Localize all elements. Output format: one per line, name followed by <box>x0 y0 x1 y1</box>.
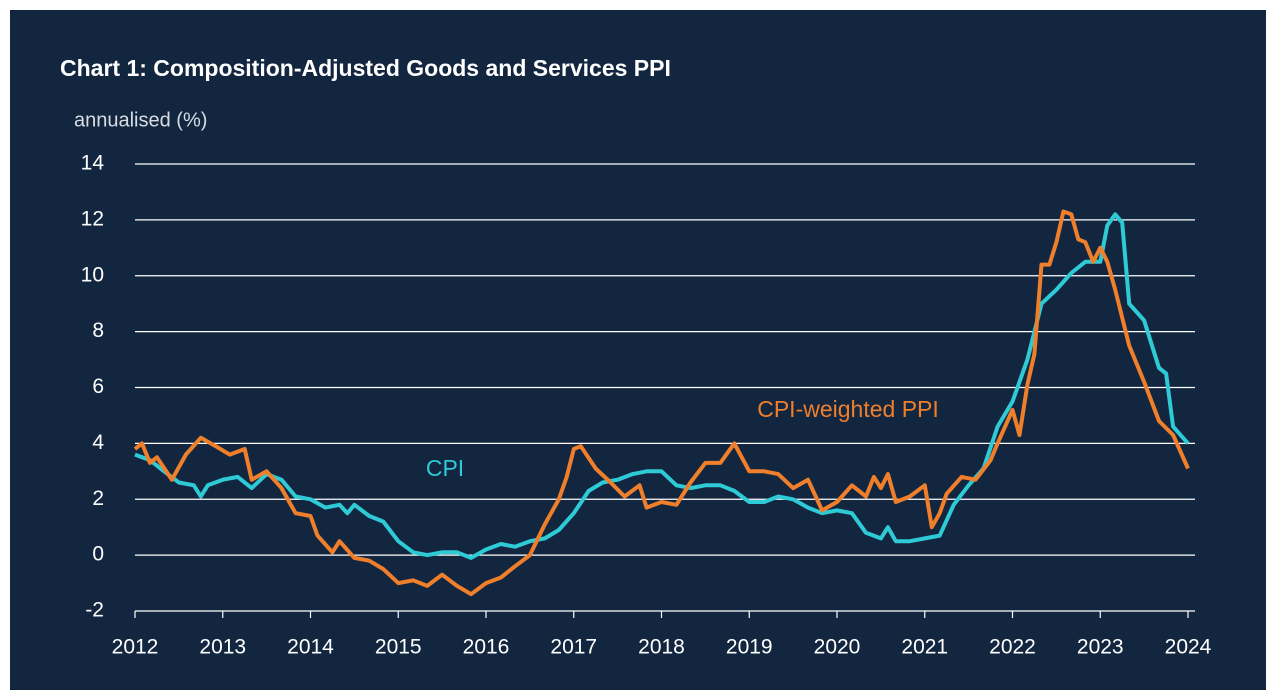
x-tick-label: 2019 <box>726 636 773 659</box>
line-series <box>134 212 1190 560</box>
series-label: CPI-weighted PPI <box>757 396 939 422</box>
x-tick-label: 2022 <box>989 636 1036 659</box>
x-tick-label: 2017 <box>550 636 597 659</box>
x-tick-label: 2020 <box>814 636 861 659</box>
y-tick-label: 14 <box>81 152 105 175</box>
x-tick-label: 2018 <box>638 636 685 659</box>
line-series <box>133 209 1190 597</box>
y-tick-label: 10 <box>81 263 104 286</box>
chart-background <box>10 10 1266 690</box>
x-tick-label: 2016 <box>463 636 510 659</box>
x-tick-label: 2024 <box>1165 636 1212 659</box>
y-tick-label: 12 <box>81 207 104 230</box>
chart-title: Chart 1: Composition-Adjusted Goods and … <box>60 55 671 81</box>
x-tick-label: 2012 <box>112 636 159 659</box>
y-tick-label: 2 <box>92 487 104 510</box>
y-tick-label: 0 <box>92 543 104 566</box>
x-tick-label: 2021 <box>901 636 948 659</box>
y-tick-label: 8 <box>92 319 104 342</box>
y-tick-label: 6 <box>92 375 104 398</box>
y-tick-label: 4 <box>92 431 104 454</box>
x-tick-label: 2015 <box>375 636 422 659</box>
x-tick-label: 2013 <box>199 636 246 659</box>
y-tick-label: -2 <box>85 599 104 622</box>
y-axis-label: annualised (%) <box>74 109 207 131</box>
x-tick-label: 2014 <box>287 636 334 659</box>
series-label: CPI <box>426 455 464 481</box>
x-tick-label: 2023 <box>1077 636 1124 659</box>
